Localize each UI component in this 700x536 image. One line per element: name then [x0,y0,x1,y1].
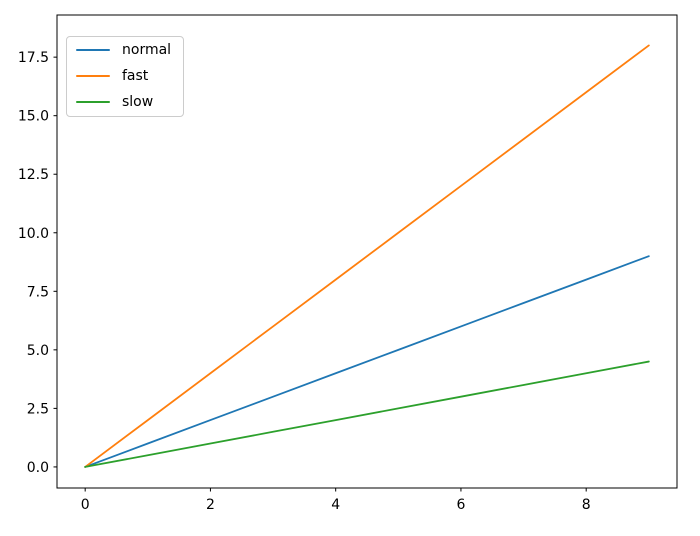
series-line-slow [84,360,650,468]
x-tick-label: 4 [331,497,340,513]
y-tick-label: 12.5 [18,167,49,183]
y-tick-label: 7.5 [27,284,49,300]
series-line-fast [84,44,650,468]
legend-line-normal-icon [76,48,110,52]
y-tick-label: 5.0 [27,343,49,359]
y-tick-label: 2.5 [27,401,49,417]
legend-label-fast: fast [122,68,149,84]
legend-label-normal: normal [122,42,172,58]
legend-label-slow: slow [122,94,154,110]
legend-line-fast-icon [76,74,110,78]
x-tick-label: 0 [81,497,90,513]
x-tick-label: 2 [206,497,215,513]
series-line-normal [84,255,650,468]
legend-entry-slow: slow [76,93,171,111]
legend: normal fast slow [66,36,185,117]
legend-entry-fast: fast [76,67,171,85]
legend-entry-normal: normal [76,41,171,59]
y-tick-label: 17.5 [18,50,49,66]
y-tick-label: 0.0 [27,460,49,476]
x-tick-label: 8 [582,497,591,513]
x-tick-label: 6 [456,497,465,513]
y-tick-label: 15.0 [18,109,49,125]
plot-area [56,14,678,489]
y-tick-label: 10.0 [18,226,49,242]
legend-line-slow-icon [76,100,110,104]
